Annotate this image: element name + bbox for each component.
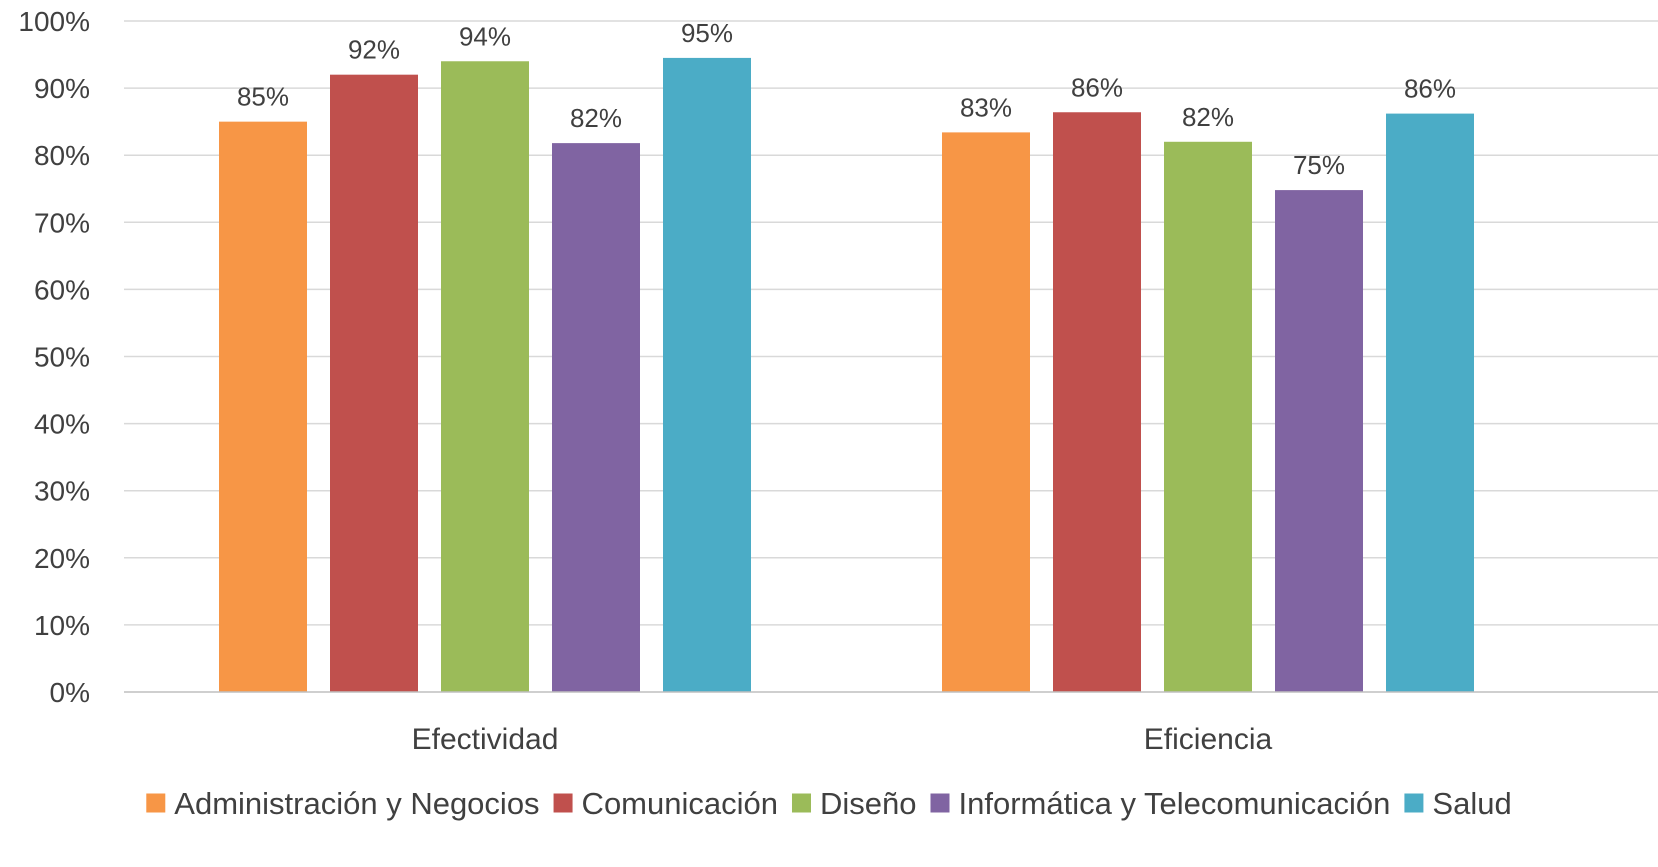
bar (663, 57, 751, 692)
data-label: 86% (1404, 74, 1456, 104)
category-label: Eficiencia (1144, 723, 1273, 756)
y-tick-label: 90% (34, 73, 90, 104)
bar (552, 143, 640, 692)
data-label: 86% (1071, 72, 1123, 102)
bars (219, 57, 1474, 693)
data-labels: 85% 83% 92% 86% 94% 82% 82% 75% 95% 86% (237, 18, 1456, 180)
data-label: 82% (1182, 102, 1234, 132)
legend-item: Administración y Negocios (146, 786, 540, 821)
y-tick-label: 60% (34, 274, 90, 305)
data-label: 92% (348, 35, 400, 65)
y-tick-label: 10% (34, 610, 90, 641)
legend-label: Salud (1432, 786, 1511, 821)
data-label: 82% (570, 103, 622, 133)
bar (441, 61, 529, 692)
data-label: 83% (960, 92, 1012, 122)
bar (1275, 190, 1363, 693)
data-label: 94% (459, 21, 511, 51)
legend-swatch (146, 793, 166, 813)
legend-label: Informática y Telecomunicación (958, 786, 1390, 821)
y-axis-tick-labels: 0% 10% 20% 30% 40% 50% 60% 70% 80% 90% 100% (18, 6, 90, 708)
legend-label: Diseño (820, 786, 917, 821)
legend-swatch (930, 793, 950, 813)
y-tick-label: 70% (34, 207, 90, 238)
legend-item: Comunicación (553, 786, 778, 821)
legend-swatch (553, 793, 573, 813)
y-tick-label: 40% (34, 409, 90, 440)
y-tick-label: 50% (34, 342, 90, 373)
data-label: 85% (237, 82, 289, 112)
y-tick-label: 20% (34, 543, 90, 574)
legend-item: Salud (1404, 786, 1512, 821)
bar (1386, 113, 1474, 692)
x-axis-category-labels: Efectividad Eficiencia (412, 723, 1273, 756)
y-tick-label: 80% (34, 140, 90, 171)
y-tick-label: 100% (18, 6, 90, 37)
bar (1164, 141, 1252, 692)
bar (330, 74, 418, 693)
legend-label: Comunicación (582, 786, 778, 821)
legend-item: Diseño (791, 786, 917, 821)
legend-item: Informática y Telecomunicación (930, 786, 1390, 821)
bar (219, 121, 307, 692)
y-tick-label: 0% (50, 677, 90, 708)
legend: Administración y Negocios Comunicación Dis… (146, 786, 1512, 821)
data-label: 95% (681, 18, 733, 48)
legend-swatch (791, 793, 811, 813)
legend-label: Administración y Negocios (174, 786, 539, 821)
y-tick-label: 30% (34, 476, 90, 507)
category-label: Efectividad (412, 723, 559, 756)
bar (1053, 112, 1141, 693)
legend-swatch (1404, 793, 1424, 813)
bar (942, 132, 1030, 693)
data-label: 75% (1293, 150, 1345, 180)
